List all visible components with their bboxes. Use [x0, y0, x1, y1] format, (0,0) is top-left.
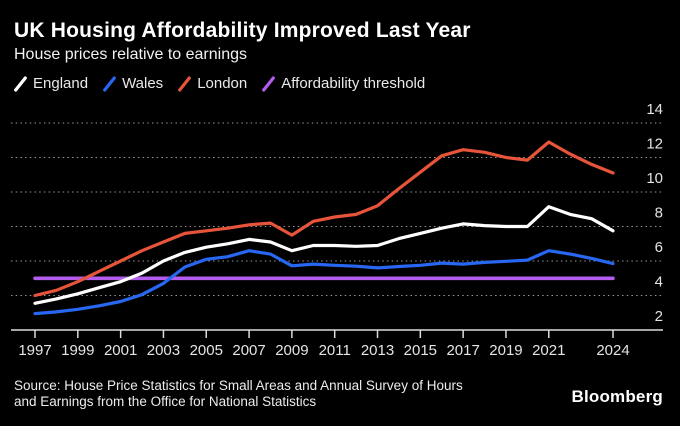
y-axis-label-2: 2 — [655, 308, 663, 325]
x-axis-label-2013: 2013 — [361, 342, 394, 359]
series-line-london — [33, 140, 615, 298]
legend-item-wales: Wales — [103, 75, 163, 92]
legend-label: Affordability threshold — [281, 75, 426, 92]
y-axis-label-4: 4 — [655, 274, 663, 291]
series-line-england — [33, 205, 615, 305]
diagonal-slash-icon — [14, 75, 27, 92]
legend-item-affordability-threshold: Affordability threshold — [262, 75, 425, 92]
diagonal-slash-icon — [178, 75, 192, 92]
x-axis-label-2011: 2011 — [319, 342, 351, 359]
source-note: Source: House Price Statistics for Small… — [14, 378, 463, 410]
chart-title: UK Housing Affordability Improved Last Y… — [14, 19, 471, 42]
x-axis-label-2021: 2021 — [532, 342, 565, 359]
x-axis-label-2001: 2001 — [104, 342, 137, 359]
y-axis-label-14: 14 — [646, 101, 663, 118]
x-axis-label-1997: 1997 — [18, 342, 51, 359]
x-axis-label-2007: 2007 — [232, 342, 265, 359]
x-axis-label-2017: 2017 — [446, 342, 479, 359]
x-axis-label-2005: 2005 — [190, 342, 223, 359]
chart-subtitle: House prices relative to earnings — [14, 46, 248, 63]
source-line-1: Source: House Price Statistics for Small… — [14, 378, 463, 393]
x-axis-label-2003: 2003 — [147, 342, 180, 359]
x-axis-label-2019: 2019 — [489, 342, 522, 359]
y-axis-label-10: 10 — [646, 170, 663, 187]
x-axis-label-2015: 2015 — [404, 342, 437, 359]
y-axis-label-6: 6 — [655, 239, 663, 256]
diagonal-slash-icon — [103, 75, 116, 92]
bloomberg-logo: Bloomberg — [571, 387, 663, 406]
legend-label: London — [197, 75, 248, 92]
legend-label: England — [33, 75, 89, 92]
x-axis-label-1999: 1999 — [61, 342, 94, 359]
legend-item-england: England — [14, 75, 88, 92]
legend: England Wales London Affordability threshol… — [14, 75, 425, 92]
source-line-2: and Earnings from the Office for Nationa… — [14, 394, 317, 409]
legend-label: Wales — [122, 75, 164, 92]
line-chart: 2 4 6 8 10 12 14 1997 1999 2001 2003 2005 2007 2009 20… — [11, 101, 663, 359]
x-axis-label-2024: 2024 — [596, 342, 629, 359]
y-axis-label-8: 8 — [655, 205, 663, 222]
series-line-wales — [33, 249, 615, 316]
legend-item-london: London — [178, 75, 247, 92]
x-axis-label-2009: 2009 — [275, 342, 308, 359]
y-axis-label-12: 12 — [646, 136, 663, 153]
diagonal-slash-icon — [262, 75, 276, 92]
